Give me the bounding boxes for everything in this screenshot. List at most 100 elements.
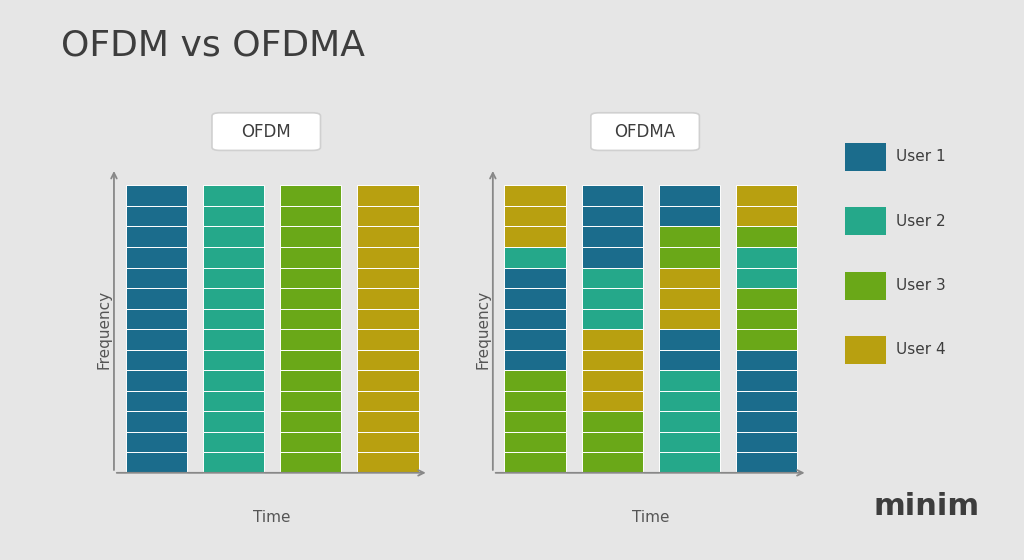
Bar <box>505 432 566 452</box>
Bar <box>280 452 341 473</box>
Bar <box>658 391 720 411</box>
Bar <box>356 432 419 452</box>
Bar <box>658 452 720 473</box>
Bar <box>582 349 643 370</box>
Bar <box>356 185 419 206</box>
Bar <box>658 309 720 329</box>
Bar <box>505 309 566 329</box>
Bar <box>126 329 187 349</box>
Text: OFDM: OFDM <box>242 123 291 141</box>
Bar <box>356 329 419 349</box>
Bar <box>203 411 264 432</box>
Bar <box>582 268 643 288</box>
Bar <box>658 206 720 226</box>
Bar <box>735 226 798 247</box>
Text: OFDMA: OFDMA <box>614 123 676 141</box>
Bar <box>582 288 643 309</box>
Bar <box>582 411 643 432</box>
Bar <box>280 391 341 411</box>
Bar <box>203 185 264 206</box>
Bar <box>505 452 566 473</box>
Bar <box>505 206 566 226</box>
Bar <box>582 226 643 247</box>
Bar <box>658 185 720 206</box>
Bar <box>126 370 187 391</box>
Bar <box>735 185 798 206</box>
Bar <box>280 370 341 391</box>
Text: Frequency: Frequency <box>475 290 490 368</box>
Bar <box>203 268 264 288</box>
Bar <box>735 411 798 432</box>
Bar <box>658 432 720 452</box>
Text: Time: Time <box>632 510 670 525</box>
Text: User 4: User 4 <box>896 343 945 357</box>
Bar <box>356 226 419 247</box>
Bar <box>735 309 798 329</box>
Bar <box>203 309 264 329</box>
Bar <box>280 247 341 268</box>
Bar <box>126 349 187 370</box>
Bar <box>203 226 264 247</box>
Bar <box>203 432 264 452</box>
Bar <box>280 288 341 309</box>
Bar <box>658 329 720 349</box>
Bar <box>356 288 419 309</box>
Bar <box>356 206 419 226</box>
Text: OFDM vs OFDMA: OFDM vs OFDMA <box>61 28 366 62</box>
Bar <box>280 309 341 329</box>
Bar <box>203 206 264 226</box>
Bar <box>735 268 798 288</box>
Bar <box>126 452 187 473</box>
Bar <box>280 349 341 370</box>
Bar <box>126 309 187 329</box>
Bar <box>658 226 720 247</box>
Bar <box>735 452 798 473</box>
Bar <box>203 288 264 309</box>
Bar <box>582 309 643 329</box>
Bar <box>505 247 566 268</box>
Bar <box>203 452 264 473</box>
Bar <box>735 391 798 411</box>
Bar <box>126 226 187 247</box>
Text: Frequency: Frequency <box>96 290 112 368</box>
Bar <box>126 206 187 226</box>
FancyBboxPatch shape <box>212 113 321 151</box>
Bar <box>735 247 798 268</box>
Bar <box>658 411 720 432</box>
Bar <box>356 268 419 288</box>
Bar <box>203 370 264 391</box>
Bar <box>735 432 798 452</box>
Bar <box>203 391 264 411</box>
Bar <box>280 411 341 432</box>
Text: User 2: User 2 <box>896 214 945 228</box>
Bar <box>126 411 187 432</box>
Bar <box>126 185 187 206</box>
Bar <box>735 329 798 349</box>
Bar <box>735 370 798 391</box>
FancyBboxPatch shape <box>591 113 699 151</box>
Bar <box>280 432 341 452</box>
Bar <box>658 247 720 268</box>
Bar <box>203 247 264 268</box>
Bar <box>280 185 341 206</box>
Bar <box>126 391 187 411</box>
Bar <box>505 268 566 288</box>
Bar <box>735 288 798 309</box>
Text: User 1: User 1 <box>896 150 945 164</box>
Bar <box>203 329 264 349</box>
Bar <box>505 185 566 206</box>
Bar <box>505 329 566 349</box>
Bar <box>735 349 798 370</box>
Bar <box>280 226 341 247</box>
Bar <box>356 370 419 391</box>
Bar <box>658 268 720 288</box>
Bar <box>582 432 643 452</box>
Bar <box>356 309 419 329</box>
Bar <box>505 349 566 370</box>
Bar <box>356 411 419 432</box>
Bar <box>505 226 566 247</box>
Bar <box>356 452 419 473</box>
Bar <box>582 391 643 411</box>
Bar <box>356 391 419 411</box>
Bar <box>126 432 187 452</box>
